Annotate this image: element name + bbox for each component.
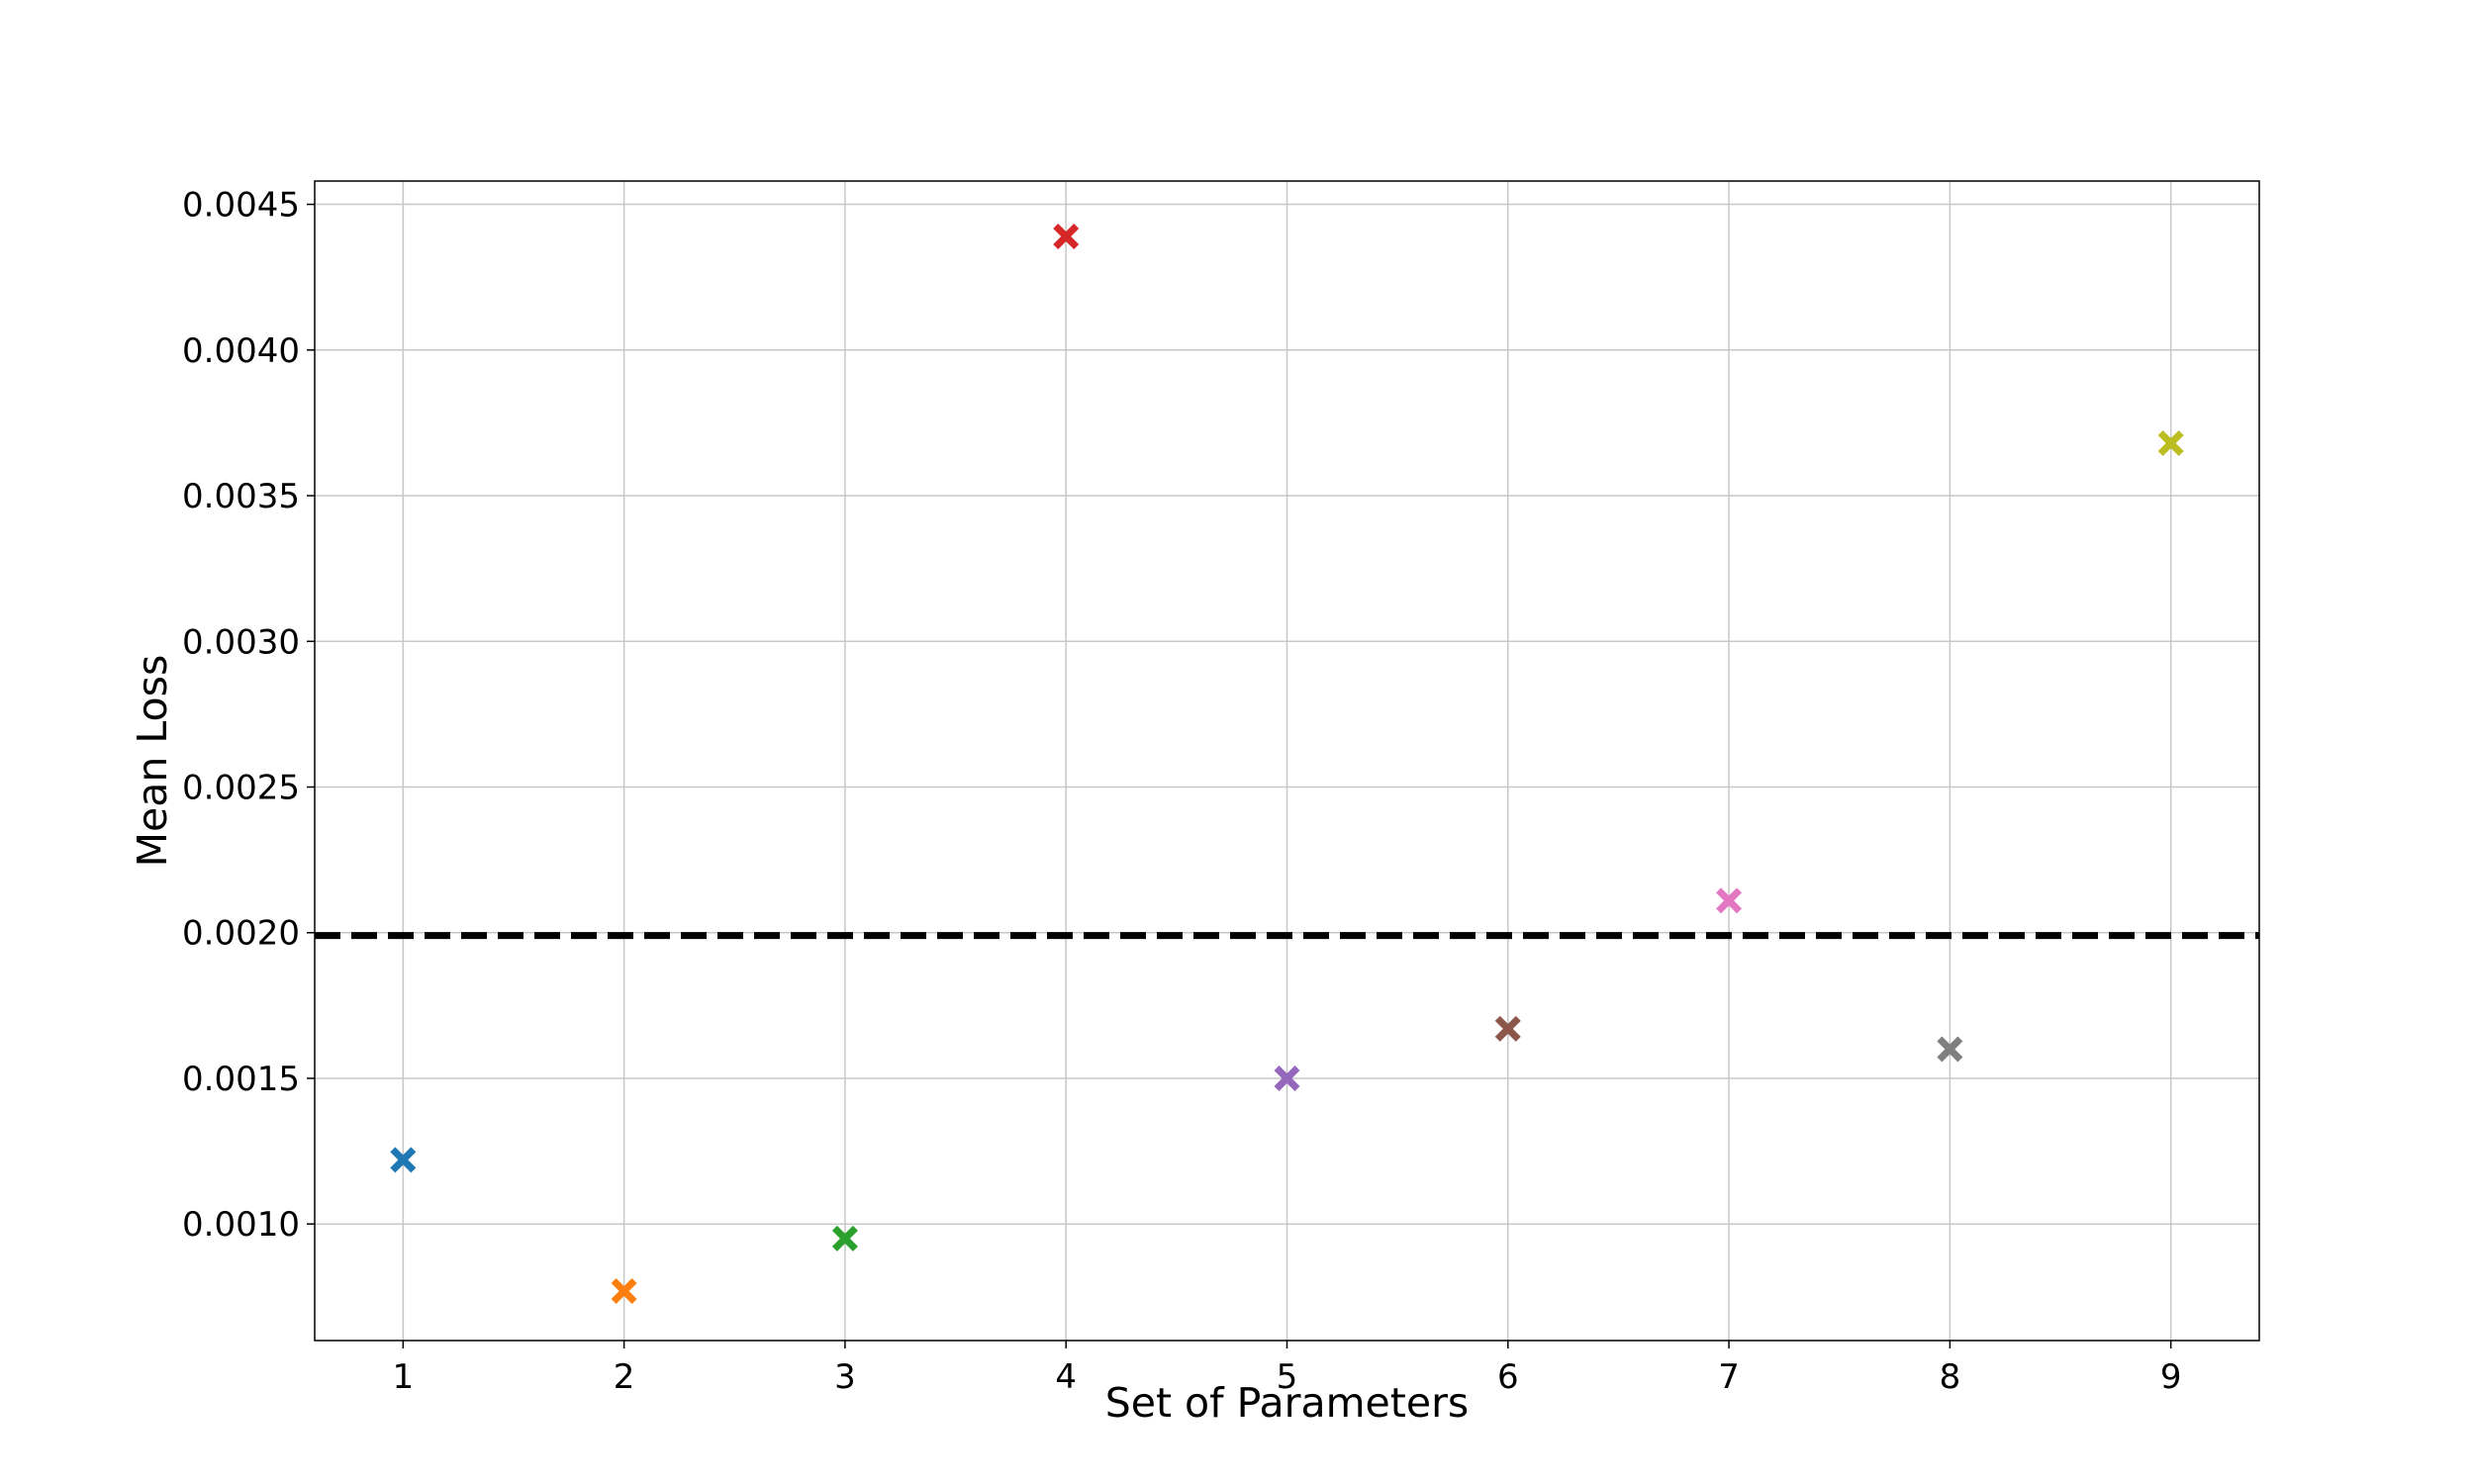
y-tick-label: 0.0015 <box>182 1060 300 1099</box>
grid-lines <box>315 181 2259 1341</box>
data-point-4 <box>1053 223 1080 249</box>
y-tick-label: 0.0030 <box>182 622 300 662</box>
data-point-1 <box>390 1147 417 1173</box>
x-tick-label: 2 <box>614 1357 635 1397</box>
x-tick-label: 9 <box>2160 1357 2182 1397</box>
data-point-9 <box>2157 430 2184 457</box>
y-tick-label: 0.0020 <box>182 914 300 954</box>
y-tick-label: 0.0025 <box>182 769 300 808</box>
x-axis-ticks: 1 2 3 4 5 6 7 8 9 <box>392 1341 2182 1397</box>
x-tick-label: 7 <box>1718 1357 1740 1397</box>
data-point-7 <box>1716 887 1743 914</box>
y-tick-label: 0.0045 <box>182 186 300 226</box>
data-point-5 <box>1274 1065 1300 1091</box>
x-axis-label: Set of Parameters <box>1105 1379 1470 1427</box>
x-tick-label: 3 <box>834 1357 856 1397</box>
data-point-6 <box>1494 1015 1521 1042</box>
x-tick-label: 1 <box>392 1357 414 1397</box>
x-tick-label: 6 <box>1497 1357 1519 1397</box>
data-points <box>390 223 2184 1304</box>
x-tick-label: 5 <box>1277 1357 1298 1397</box>
data-point-2 <box>611 1277 637 1304</box>
y-axis-ticks: 0.0010 0.0015 0.0020 0.0025 0.0030 0.0035 0.00… <box>182 186 315 1245</box>
y-axis-label: Mean Loss <box>129 655 176 868</box>
y-tick-label: 0.0010 <box>182 1205 300 1245</box>
data-point-8 <box>1937 1036 1963 1063</box>
y-tick-label: 0.0040 <box>182 331 300 371</box>
y-tick-label: 0.0035 <box>182 477 300 516</box>
data-point-3 <box>831 1225 858 1252</box>
x-tick-label: 4 <box>1055 1357 1077 1397</box>
x-tick-label: 8 <box>1940 1357 1961 1397</box>
